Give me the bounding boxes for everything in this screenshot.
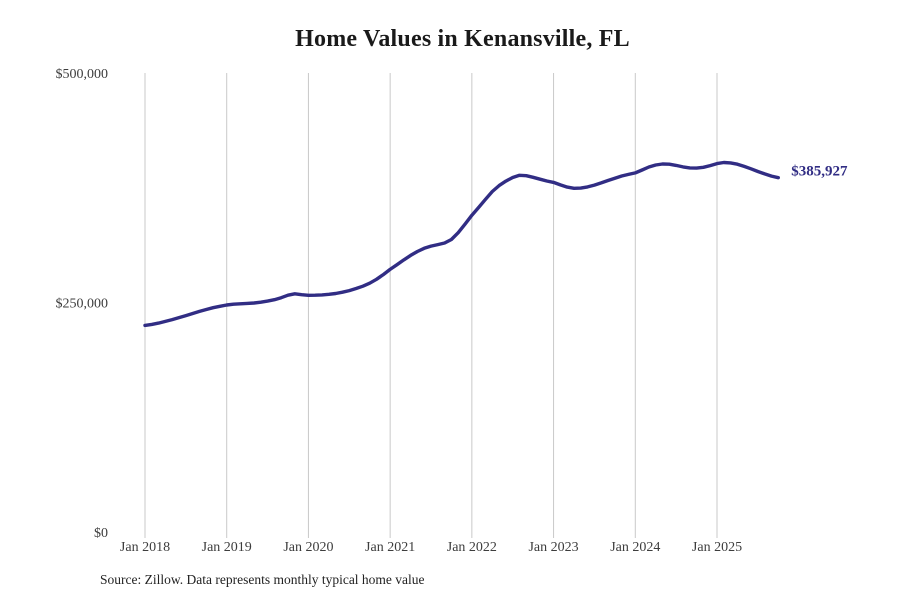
latest-value-label: $385,927 xyxy=(791,164,848,180)
x-tick-label: Jan 2018 xyxy=(120,540,170,555)
x-tick-label: Jan 2023 xyxy=(528,540,578,555)
home-value-line xyxy=(143,160,780,328)
x-axis-labels: Jan 2018 Jan 2019 Jan 2020 Jan 2021 Jan 2022… xyxy=(120,540,742,555)
x-tick-label: Jan 2024 xyxy=(610,540,660,555)
y-tick-label: $0 xyxy=(94,526,108,541)
x-tick-label: Jan 2022 xyxy=(447,540,497,555)
x-tick-label: Jan 2019 xyxy=(202,540,252,555)
chart-title: Home Values in Kenansville, FL xyxy=(295,26,630,52)
y-tick-label: $250,000 xyxy=(56,297,109,312)
y-axis-labels: $500,000 $250,000 $0 xyxy=(56,67,109,541)
source-note: Source: Zillow. Data represents monthly … xyxy=(100,572,425,587)
x-tick-label: Jan 2020 xyxy=(283,540,333,555)
x-tick-label: Jan 2025 xyxy=(692,540,742,555)
y-tick-label: $500,000 xyxy=(56,67,109,82)
x-tick-label: Jan 2021 xyxy=(365,540,415,555)
